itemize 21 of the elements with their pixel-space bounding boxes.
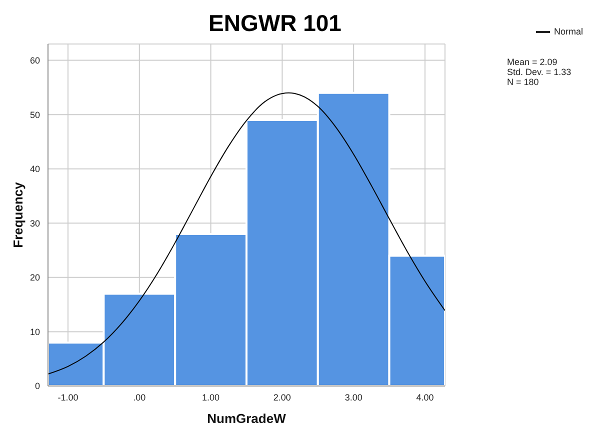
y-tick-label: 10 bbox=[30, 326, 40, 337]
y-tick-label: 20 bbox=[30, 272, 40, 283]
line-series bbox=[48, 92, 445, 375]
y-tick-label: 30 bbox=[30, 218, 40, 228]
x-tick-label: .00 bbox=[133, 392, 146, 402]
x-axis-title: NumGradeW bbox=[207, 411, 287, 423]
x-tick-label: 3.00 bbox=[344, 392, 362, 402]
text: Mean = 2.09 bbox=[507, 57, 558, 67]
text: Std. Dev. = 1.33 bbox=[507, 67, 572, 77]
x-tick-label: -1.00 bbox=[58, 392, 78, 402]
y-axis-title: Frequency bbox=[10, 181, 26, 248]
y-tick-label: 60 bbox=[30, 55, 40, 66]
y-tick-label: 40 bbox=[30, 164, 40, 174]
chart-title: ENGWR 101 bbox=[208, 10, 342, 37]
x-tick-label: 1.00 bbox=[202, 392, 220, 402]
x-tick-label: 2.00 bbox=[273, 392, 291, 402]
x-tick-label: 4.00 bbox=[416, 392, 434, 402]
y-tick-label: 0 bbox=[34, 381, 40, 392]
text: N = 180 bbox=[507, 77, 540, 87]
y-tick-label: 50 bbox=[30, 110, 40, 120]
legend-label: Normal bbox=[554, 26, 583, 36]
